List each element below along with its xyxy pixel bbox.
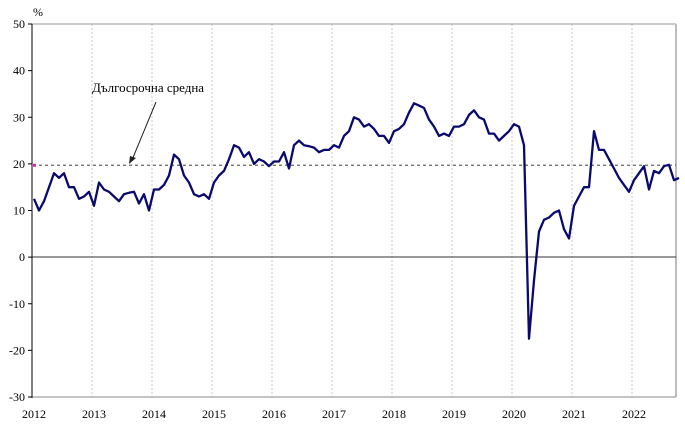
y-tick-label: -10 <box>9 297 25 311</box>
annotation-arrowhead <box>129 156 136 164</box>
x-tick-label: 2021 <box>562 407 586 421</box>
x-tick-label: 2015 <box>202 407 226 421</box>
data-series-line <box>32 102 680 340</box>
x-tick-label: 2016 <box>262 407 286 421</box>
y-axis-unit-label: % <box>33 5 43 19</box>
y-axis-ticks: 50 40 30 20 10 0 -10 -20 -30 <box>9 17 32 404</box>
x-tick-label: 2018 <box>382 407 406 421</box>
x-axis-ticks: 2012 2013 2014 2015 2016 2017 2018 2019 2020 2021… <box>22 407 646 421</box>
x-tick-label: 2019 <box>442 407 466 421</box>
y-tick-label: 0 <box>19 250 25 264</box>
average-marker <box>33 163 36 167</box>
x-tick-label: 2017 <box>322 407 346 421</box>
x-tick-label: 2022 <box>622 407 646 421</box>
y-tick-label: -20 <box>9 343 25 357</box>
annotation-arrow <box>131 101 157 161</box>
x-tick-label: 2020 <box>502 407 526 421</box>
y-tick-label: 40 <box>13 64 25 78</box>
annotation-label: Дългосрочна средна <box>92 80 204 95</box>
x-tick-label: 2013 <box>82 407 106 421</box>
y-tick-label: 10 <box>13 204 25 218</box>
x-tick-label: 2014 <box>142 407 166 421</box>
y-tick-label: -30 <box>9 390 25 404</box>
y-tick-label: 50 <box>13 17 25 31</box>
y-tick-label: 30 <box>13 110 25 124</box>
x-tick-label: 2012 <box>22 407 46 421</box>
y-tick-label: 20 <box>13 157 25 171</box>
